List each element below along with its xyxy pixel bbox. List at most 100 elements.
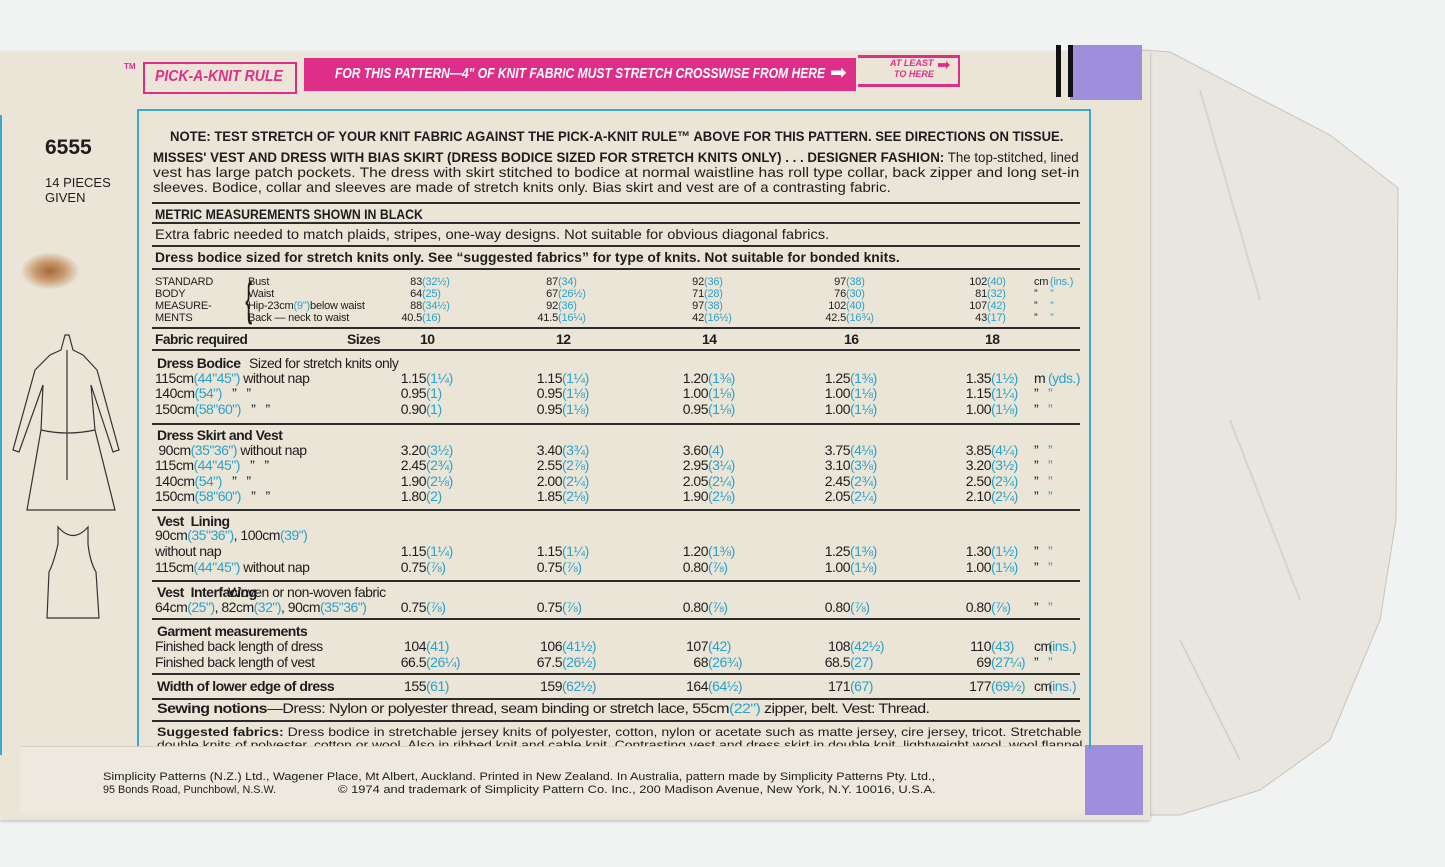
- imperial-value: (4⅛): [850, 442, 877, 458]
- metric-text: Bust: [248, 276, 270, 288]
- divider: [152, 202, 1080, 204]
- imperial-value: (26½): [558, 288, 586, 300]
- unit-metric: ”: [1034, 385, 1039, 401]
- row-label: 150cm(58"60") ” ”: [155, 488, 270, 504]
- section-title: Vest Lining: [157, 513, 230, 529]
- unit-imperial: ”: [1048, 401, 1053, 417]
- imperial-value: (1⅛): [708, 401, 735, 417]
- border-right: [1089, 109, 1091, 749]
- footer-line-1: Simplicity Patterns (N.Z.) Ltd., Wagener…: [103, 771, 935, 783]
- metric-value: 1.15: [536, 543, 563, 559]
- metric-text: without nap: [239, 559, 310, 575]
- metric-text: ” ”: [240, 401, 270, 417]
- metric-value: 0.95: [682, 401, 709, 417]
- to-here-label: TO HERE: [894, 69, 934, 79]
- metric-value: 1.25: [824, 543, 851, 559]
- row-label: 150cm(58"60") ” ”: [155, 401, 270, 417]
- metric-value: 0.75: [536, 559, 563, 575]
- metric-value: 71: [692, 288, 704, 300]
- metric-value: 1.00: [682, 385, 709, 401]
- divider: [152, 673, 1080, 675]
- footer-strip: [20, 746, 1085, 813]
- unit-imperial: ”: [1048, 442, 1053, 458]
- imperial-value: (17): [987, 312, 1006, 324]
- stain: [20, 252, 80, 290]
- imperial-value: (1⅛): [991, 559, 1018, 575]
- unit-metric: ”: [1034, 457, 1039, 473]
- divider: [152, 423, 1080, 425]
- divider: [152, 327, 1080, 329]
- unit-imperial: ”: [1048, 457, 1053, 473]
- imperial-text: (35"36"): [187, 527, 234, 543]
- imperial-text: (22"): [728, 700, 761, 716]
- imperial-value: (1½): [991, 543, 1018, 559]
- pattern-envelope: [0, 52, 1150, 820]
- unit-imperial: (ins.): [1048, 678, 1077, 694]
- metric-value: 104: [404, 638, 426, 654]
- description-line-2: vest has large patch pockets. The dress …: [153, 164, 1080, 180]
- unit-metric: ”: [1034, 559, 1039, 575]
- size-header: 18: [985, 331, 1000, 347]
- metric-value: 0.75: [400, 559, 427, 575]
- metric-value: 108: [828, 638, 850, 654]
- divider: [152, 222, 1080, 224]
- divider: [152, 245, 1080, 247]
- imperial-text: (54"): [194, 385, 223, 401]
- unit-metric: ”: [1034, 401, 1039, 417]
- imperial-value: (3¾): [562, 442, 589, 458]
- metric-text: without nap: [239, 370, 310, 386]
- metric-value: 107: [969, 300, 987, 312]
- metric-text: 90cm: [155, 442, 191, 458]
- section-title: Garment measurements: [157, 623, 308, 639]
- imperial-text: (58"60"): [194, 401, 242, 417]
- imperial-text: (44"45"): [193, 457, 240, 473]
- metric-value: 1.35: [965, 370, 992, 386]
- imperial-value: (16): [422, 312, 441, 324]
- imperial-value: (41½): [562, 638, 597, 654]
- imperial-value: (16¾): [846, 312, 874, 324]
- unit-imperial: ”: [1048, 654, 1053, 670]
- metric-value: 106: [540, 638, 562, 654]
- row-label: Finished back length of vest: [155, 654, 315, 670]
- metric-value: 0.95: [536, 401, 563, 417]
- metric-value: 155: [404, 678, 426, 694]
- metric-text: zipper, belt. Vest: Thread.: [760, 700, 930, 716]
- metric-text: ” ”: [239, 457, 269, 473]
- suggested-fabrics-text: Dress bodice in stretchable jersey knits…: [287, 725, 1082, 739]
- imperial-value: (25): [422, 288, 441, 300]
- imperial-value: (3½): [991, 457, 1018, 473]
- divider: [152, 580, 1080, 582]
- metric-value: 0.90: [400, 401, 427, 417]
- pieces-given: GIVEN: [45, 190, 86, 205]
- metric-value: 2.10: [965, 488, 992, 504]
- imperial-text: (44"45"): [193, 370, 240, 386]
- metric-value: 1.00: [824, 559, 851, 575]
- metric-value: 2.55: [536, 457, 563, 473]
- metric-value: 1.15: [536, 370, 563, 386]
- unit-imperial: ”: [1050, 300, 1054, 312]
- imperial-value: (2¼): [991, 488, 1018, 504]
- metric-value: 1.90: [400, 473, 427, 489]
- imperial-value: (2⅞): [562, 457, 589, 473]
- stretch-knits-note: Dress bodice sized for stretch knits onl…: [155, 249, 900, 265]
- stretch-band-text: FOR THIS PATTERN—4" OF KNIT FABRIC MUST …: [335, 65, 826, 82]
- metric-value: 42.5: [825, 312, 846, 324]
- metric-value: 1.15: [400, 370, 427, 386]
- imperial-value: (2⅛): [708, 488, 735, 504]
- metric-text: ” ”: [221, 473, 251, 489]
- unit-metric: cm: [1034, 638, 1052, 654]
- body-row-label: Back — neck to waist: [248, 312, 349, 324]
- description-heading: MISSES' VEST AND DRESS WITH BIAS SKIRT (…: [153, 149, 945, 165]
- imperial-value: (2⅛): [426, 473, 453, 489]
- imperial-value: (42½): [850, 638, 885, 654]
- metric-heading: METRIC MEASUREMENTS SHOWN IN BLACK: [155, 206, 423, 222]
- metric-value: 1.30: [965, 543, 992, 559]
- row-label: 140cm(54") ” ”: [155, 473, 251, 489]
- description-line-3: sleeves. Bodice, collar and sleeves are …: [153, 179, 891, 195]
- metric-text: Waist: [248, 288, 275, 300]
- imperial-value: (1⅛): [562, 401, 589, 417]
- metric-text: Back — neck to waist: [248, 312, 350, 324]
- unit-metric: ”: [1034, 599, 1039, 615]
- unit-metric: ”: [1034, 442, 1039, 458]
- divider: [152, 618, 1080, 620]
